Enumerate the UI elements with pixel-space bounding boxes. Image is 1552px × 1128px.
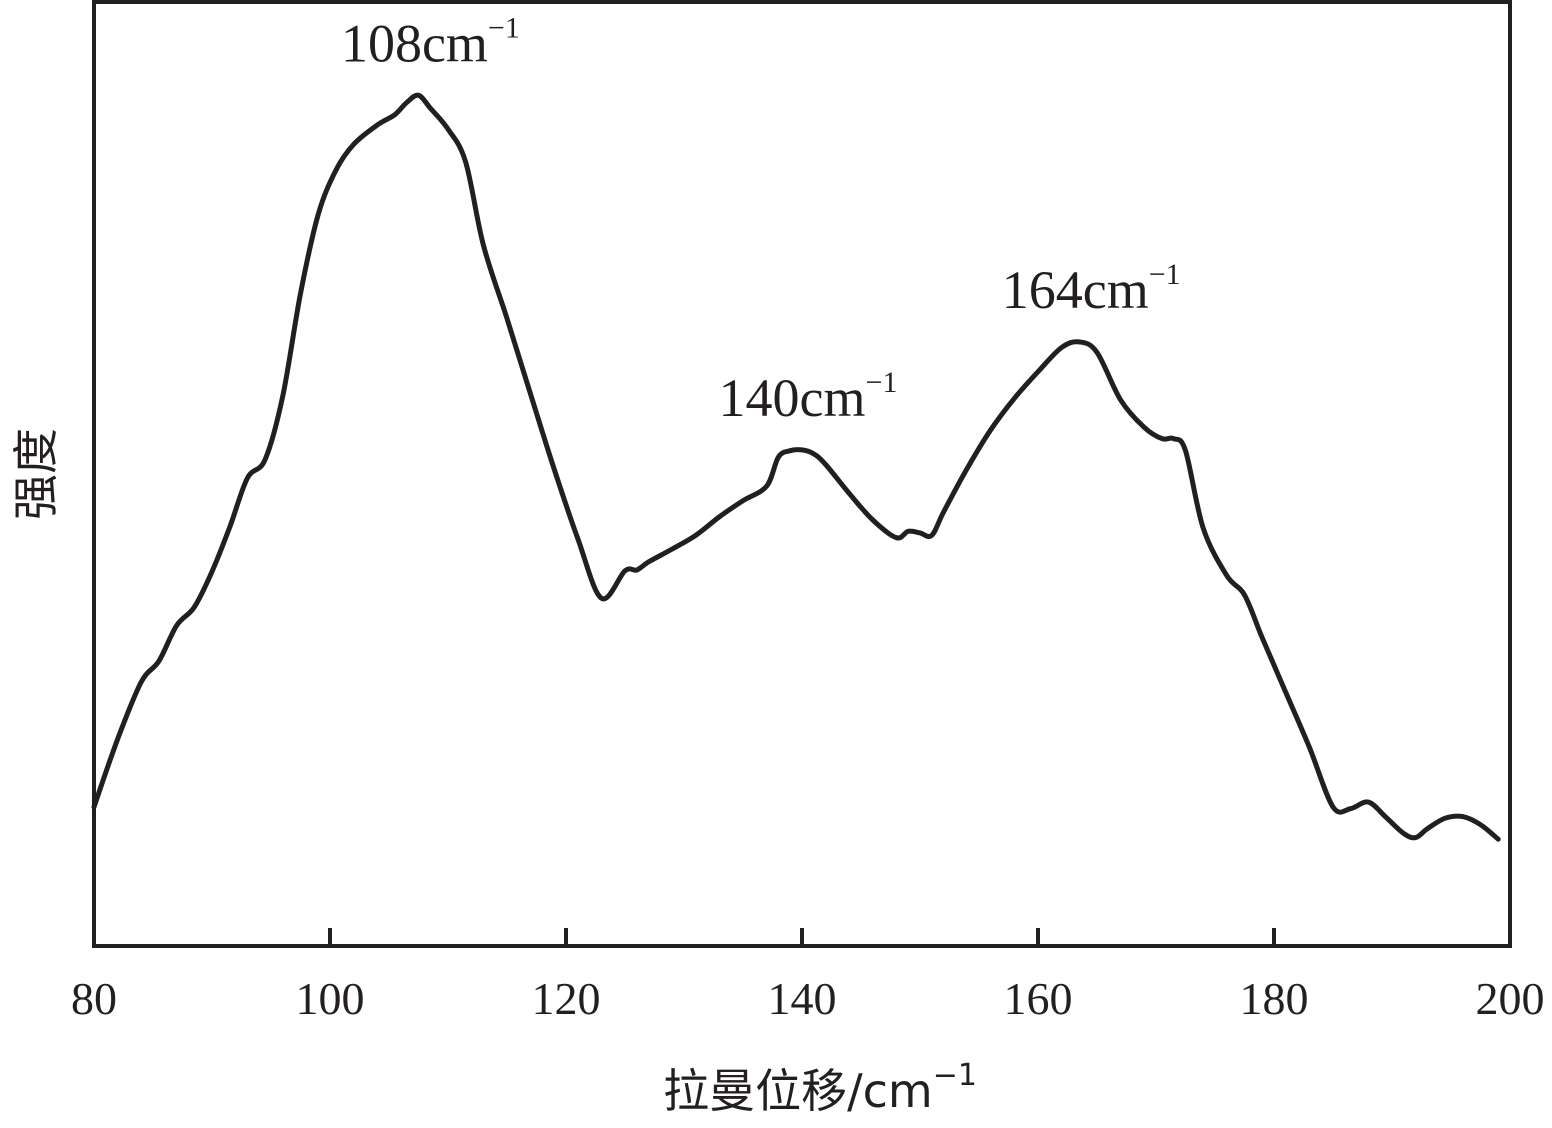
x-tick-label: 120	[532, 973, 601, 1024]
x-axis-title-superscript: −1	[933, 1058, 977, 1093]
plot-area-frame	[92, 0, 1512, 948]
x-axis-title: 拉曼位移/cm−1	[663, 1058, 977, 1118]
x-tick-label: 160	[1004, 973, 1073, 1024]
x-axis-ticks	[328, 928, 1276, 946]
x-axis-tick-labels: 80 100 120 140 160 180 200	[71, 973, 1545, 1024]
y-axis-title: 强度	[9, 428, 63, 520]
peak-label: 108cm−1	[341, 11, 520, 73]
x-tick-label: 140	[768, 973, 837, 1024]
x-tick-label: 200	[1476, 973, 1545, 1024]
peak-annotations: 108cm−1 140cm−1 164cm−1	[341, 11, 1181, 428]
x-axis-title-text: 拉曼位移/cm	[663, 1064, 933, 1118]
peak-label: 140cm−1	[719, 366, 898, 428]
spectrum-line	[91, 92, 1501, 842]
x-tick-label: 80	[71, 973, 117, 1024]
peak-label: 164cm−1	[1002, 258, 1181, 320]
x-tick-label: 100	[296, 973, 365, 1024]
x-tick-label: 180	[1240, 973, 1309, 1024]
